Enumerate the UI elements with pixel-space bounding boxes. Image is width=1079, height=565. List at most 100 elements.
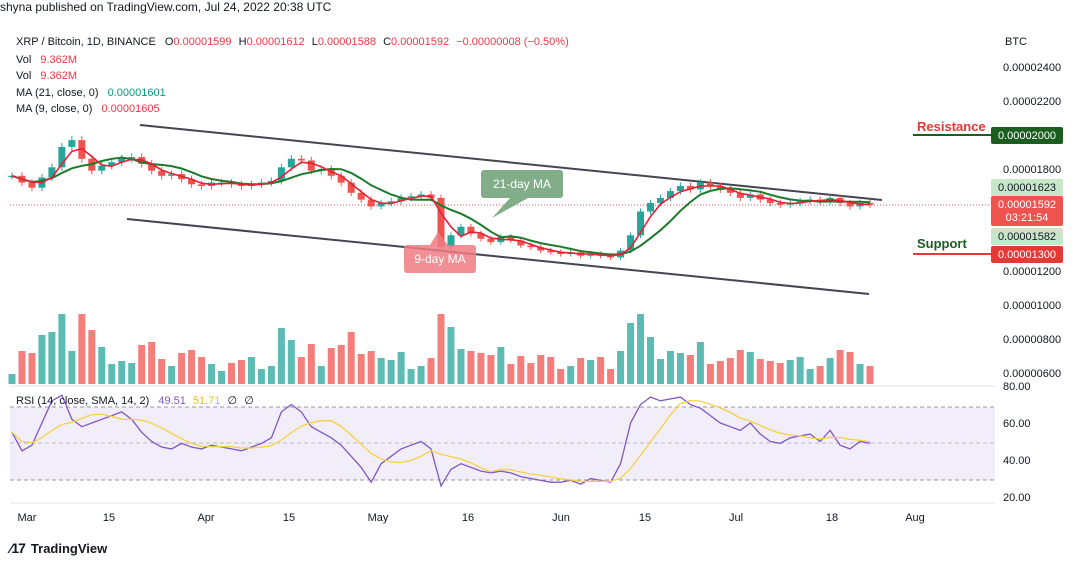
time-axis[interactable]: Mar 15 Apr 15 May 16 Jun 15 Jul 18 Aug [18, 512, 925, 524]
time-tick-label: 15 [639, 512, 651, 524]
volume-bar [517, 356, 525, 384]
vol1-label: Vol [16, 54, 32, 66]
volume-bar [467, 351, 475, 384]
time-tick-label: 15 [103, 512, 115, 524]
candle-body [716, 186, 724, 190]
candle-body [397, 197, 405, 202]
ma9-legend-value: 0.00001605 [101, 103, 160, 115]
candle-body [676, 186, 684, 192]
candle-body [277, 167, 285, 181]
volume-bar [866, 366, 874, 384]
candle-body [666, 191, 674, 198]
price-tick-label: 0.00001800 [1003, 164, 1061, 176]
price-tick-label: 0.00000800 [1003, 334, 1061, 346]
vol1-value: 9.362M [40, 54, 78, 66]
ma9-legend: MA (9, close, 0) 0.00001605 [16, 103, 160, 116]
volume-bar [497, 347, 505, 384]
volume-bar [856, 364, 864, 384]
ma9-line [11, 147, 871, 257]
candle-body [347, 182, 355, 193]
price-tick-label: 0.00001200 [1003, 266, 1061, 278]
candle-body [557, 252, 565, 254]
volume-bar [676, 353, 684, 384]
candle-body [637, 211, 645, 236]
candle-body [776, 203, 784, 205]
candle-body [357, 192, 365, 200]
volume-bar [686, 355, 694, 384]
price-tick-label: 0.00001000 [1003, 300, 1061, 312]
volume-bar [766, 361, 774, 384]
volume-bar [98, 347, 106, 384]
volume-bar [287, 340, 295, 384]
support-tag: 0.00001300 [991, 246, 1063, 263]
vol1-legend: Vol 9.362M [16, 54, 77, 67]
rsi-tick-label: 60.00 [1003, 418, 1031, 430]
candle-body [527, 245, 535, 248]
footer-brand[interactable]: ⁄17 TradingView [10, 540, 107, 556]
candle-body [307, 160, 315, 171]
volume-bar [527, 363, 535, 384]
vol2-legend: Vol 9.362M [16, 70, 77, 83]
rsi-tick-label: 20.00 [1003, 492, 1031, 504]
candle-body [607, 255, 615, 258]
price-tick-label: 0.00000600 [1003, 368, 1061, 380]
close-value: 0.00001592 [391, 36, 450, 48]
candle-body [48, 167, 56, 178]
volume-bar [656, 359, 664, 384]
volume-bar [8, 374, 16, 384]
candle-body [417, 194, 425, 197]
publisher-line: shyna published on TradingView.com, Jul … [0, 0, 332, 14]
volume-bar [367, 351, 375, 384]
candle-body [58, 146, 66, 168]
volume-bar [68, 351, 76, 384]
volume-bars [8, 314, 874, 384]
volume-bar [746, 352, 754, 384]
time-tick-label: Jun [552, 512, 570, 524]
volume-bar [666, 351, 674, 384]
rsi-axis[interactable]: 80.00 60.00 40.00 20.00 [1003, 381, 1031, 504]
time-tick-label: 18 [826, 512, 838, 524]
volume-bar [617, 351, 625, 384]
resistance-tag-text: 0.00002000 [998, 130, 1056, 142]
candle-body [537, 247, 545, 251]
change-value: −0.00000008 (−0.50%) [456, 36, 569, 48]
candle-body [377, 203, 385, 207]
volume-bar [736, 350, 744, 384]
volume-bar [507, 364, 515, 384]
candle-body [407, 196, 415, 198]
candle-body [68, 140, 76, 147]
volume-bar [577, 358, 585, 384]
open-label: O [164, 36, 174, 48]
low-tag-text: 0.00001582 [998, 231, 1056, 243]
volume-bar [557, 369, 565, 384]
volume-bar [786, 360, 794, 384]
high-tag: 0.00001623 [991, 179, 1063, 196]
volume-bar [447, 327, 455, 384]
candle-body [467, 226, 475, 234]
candle-body [647, 203, 655, 212]
volume-bar [128, 363, 136, 384]
time-tick-label: 16 [462, 512, 474, 524]
resistance-label: Resistance [917, 119, 986, 134]
volume-bar [247, 357, 255, 384]
rsi-sma-legend-value: 51.71 [192, 395, 221, 407]
lower-trendline[interactable] [126, 218, 870, 295]
volume-bar [208, 364, 216, 384]
vol2-label: Vol [16, 70, 32, 82]
candle-body [98, 165, 106, 171]
rsi-legend: RSI (14, close, SMA, 14, 2) 49.51 51.71 … [16, 395, 254, 408]
upper-trendline[interactable] [139, 124, 883, 201]
ma21-legend-label: MA (21, close, 0) [16, 87, 99, 99]
time-tick-label: Jul [729, 512, 743, 524]
candle-body [158, 170, 166, 176]
candle-body [28, 182, 36, 188]
candle-body [337, 175, 345, 183]
volume-bar [806, 369, 814, 384]
volume-bar [487, 355, 495, 384]
high-label: H [238, 36, 247, 48]
volume-bar [317, 366, 325, 384]
candle-body [766, 199, 774, 203]
support-label: Support [917, 236, 967, 251]
candle-body [547, 250, 555, 253]
